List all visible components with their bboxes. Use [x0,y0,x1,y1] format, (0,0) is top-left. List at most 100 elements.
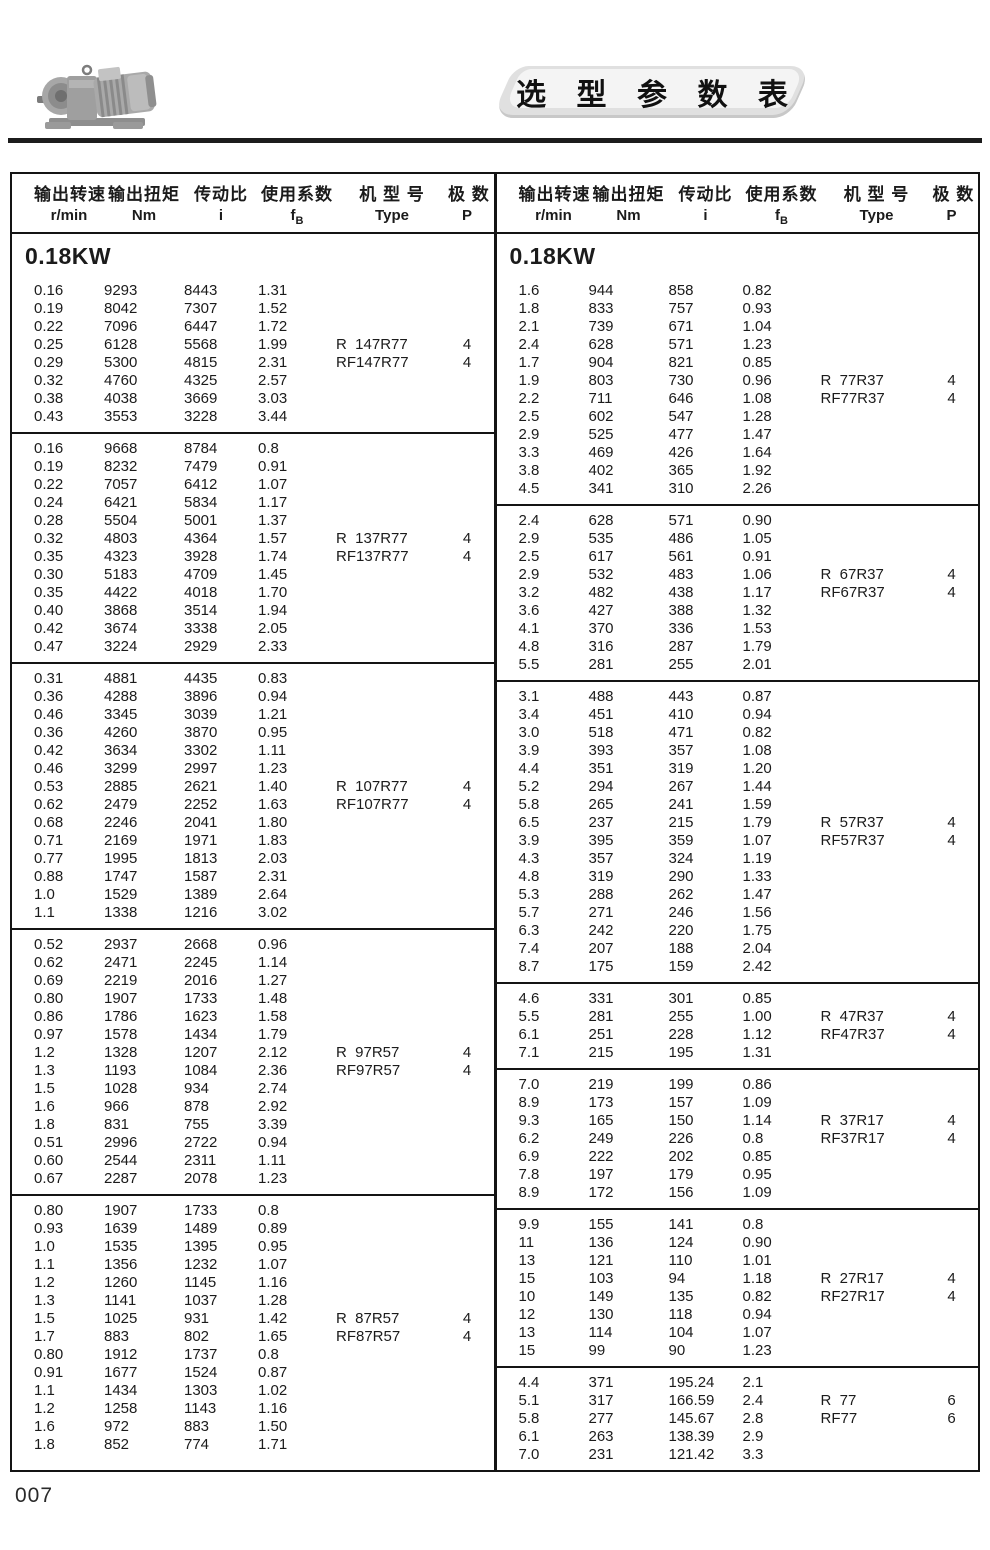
cell-c2: 3634 [104,742,138,759]
cell-c5: R 67R37 [820,566,884,583]
table-row: 1.1 1434 1303 1.02 [12,1382,494,1400]
cell-c1: 3.9 [518,832,540,849]
table-row: 4.4 351 319 1.20 [497,760,979,778]
table-row: 7.0 231 121.42 3.3 [497,1446,979,1464]
cell-c1: 0.42 [34,742,64,759]
table-row: 7.1 215 195 1.31 [497,1044,979,1062]
cell-c1: 7.0 [518,1076,540,1093]
cell-c6 [448,494,486,512]
cell-c1: 1.5 [34,1310,55,1327]
cell-c5 [336,494,448,512]
cell-c5 [821,1234,933,1252]
table-row: 1.6 944 858 0.82 [497,282,979,300]
cell-c4: 2.03 [258,850,288,867]
cell-c2: 966 [104,1098,130,1115]
cell-c4: 1.07 [742,832,772,849]
cell-c4: 1.83 [258,832,288,849]
cell-c1: 2.2 [518,390,540,407]
cell-c1: 6.3 [518,922,540,939]
cell-c2: 402 [588,462,614,479]
table-row: 0.22 7057 6412 1.07 [12,476,494,494]
table-row: 2.9 525 477 1.47 [497,426,979,444]
table-row: 1.8 852 774 1.71 [12,1436,494,1454]
cell-c4: 1.99 [258,336,288,353]
cell-c1: 7.4 [518,940,540,957]
cell-c3: 4018 [184,584,218,601]
table-row: 0.24 6421 5834 1.17 [12,494,494,512]
cell-c3: 145.67 [668,1410,715,1427]
cell-c2: 1328 [104,1044,138,1061]
cell-c1: 0.22 [34,318,64,335]
cell-c2: 1434 [104,1382,138,1399]
cell-c4: 1.37 [258,512,288,529]
cell-c1: 4.4 [518,1374,540,1391]
cell-c4: 1.79 [258,1026,288,1043]
cell-c4: 3.3 [742,1446,764,1463]
cell-c3: 138.39 [668,1428,715,1445]
table-row: 3.1 488 443 0.87 [497,688,979,706]
cell-c1: 0.25 [34,336,64,353]
cell-c1: 6.9 [518,1148,540,1165]
cell-c2: 281 [588,656,614,673]
table-row: 6.3 242 220 1.75 [497,922,979,940]
cell-c2: 351 [588,760,614,777]
cell-c1: 6.1 [518,1026,540,1043]
cell-c1: 7.1 [518,1044,540,1061]
table-row: 6.9 222 202 0.85 [497,1148,979,1166]
cell-c4: 1.00 [742,1008,772,1025]
cell-c1: 0.40 [34,602,64,619]
cell-c3: 3514 [184,602,218,619]
cell-c4: 1.40 [258,778,288,795]
cell-c3: 287 [668,638,694,655]
table-row: 1.0 1529 1389 2.64 [12,886,494,904]
table-row: 0.22 7096 6447 1.72 [12,318,494,336]
cell-c2: 155 [588,1216,614,1233]
cell-c3: 159 [668,958,694,975]
cell-c3: 4364 [184,530,218,547]
cell-c2: 341 [588,480,614,497]
cell-c4: 1.23 [258,760,288,777]
cell-c6 [933,480,971,498]
cell-c2: 7096 [104,318,138,335]
cell-c6 [933,1076,971,1094]
cell-c2: 8232 [104,458,138,475]
cell-c1: 1.7 [518,354,540,371]
cell-c5: RF147R77 [336,354,409,371]
cell-c5: RF57R37 [820,832,885,849]
cell-c5: R 27R17 [820,1270,884,1287]
cell-c1: 4.8 [518,868,540,885]
cell-c5 [821,1324,933,1342]
cell-c4: 1.45 [258,566,288,583]
cell-c2: 130 [588,1306,614,1323]
cell-c1: 8.9 [518,1094,540,1111]
cell-c1: 5.3 [518,886,540,903]
cell-c2: 4323 [104,548,138,565]
cell-c1: 11 [518,1234,535,1251]
cell-c1: 0.80 [34,1346,64,1363]
cell-c1: 3.6 [518,602,540,619]
cell-c5 [821,1252,933,1270]
cell-c1: 1.1 [34,1382,55,1399]
cell-c1: 0.36 [34,724,64,741]
cell-c3: 757 [668,300,694,317]
cell-c3: 774 [184,1436,210,1453]
cell-c4: 0.87 [258,1364,288,1381]
row-group: 4.6 331 301 0.85 5.5 281 255 1.00 R 47R37 4 6.1 251… [496,982,979,1068]
cell-c6 [448,990,486,1008]
cell-c2: 265 [588,796,614,813]
cell-c6 [933,760,971,778]
row-group: 0.16 9293 8443 1.31 0.19 8042 7307 1.52 0.22 7096… [12,276,494,432]
table-row: 0.16 9668 8784 0.8 [12,440,494,458]
row-group: 0.16 9668 8784 0.8 0.19 8232 7479 0.91 0.22 7057 6… [12,432,494,662]
cell-c3: 1395 [184,1238,218,1255]
cell-c2: 281 [588,1008,614,1025]
cell-c2: 1747 [104,868,138,885]
cell-c6 [448,1116,486,1134]
cell-c6 [933,1252,971,1270]
cell-c3: 426 [668,444,694,461]
column-header: 输出转速 r/min [34,184,106,224]
cell-c5 [821,462,933,480]
cell-c1: 3.8 [518,462,540,479]
cell-c6 [933,530,971,548]
